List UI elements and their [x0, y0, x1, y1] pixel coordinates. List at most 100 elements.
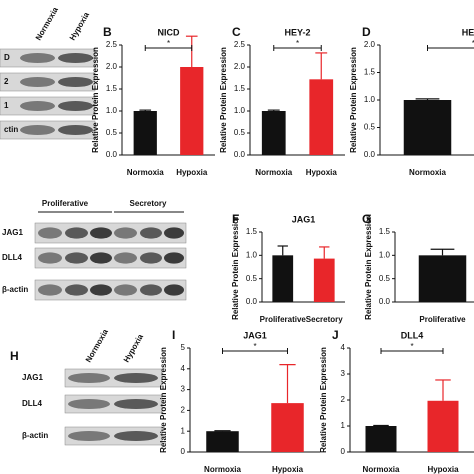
y-tick-label: 2.0	[106, 62, 118, 71]
x-tick-label: Hypoxia	[176, 168, 208, 177]
blot-band	[114, 227, 137, 239]
y-tick-label: 3	[341, 369, 346, 378]
chart-title: DLL4	[401, 330, 424, 340]
blot-band	[90, 227, 112, 239]
blot-column-label: Normoxia	[84, 327, 111, 364]
panel-letter: D	[362, 25, 371, 39]
blot-band	[140, 284, 162, 296]
y-axis-label: Relative Protein Expression	[319, 347, 328, 453]
bar	[313, 258, 335, 302]
blot-band	[90, 252, 112, 264]
y-tick-label: 1.0	[106, 106, 118, 115]
blot-band	[114, 284, 137, 296]
x-tick-label: Normoxia	[127, 168, 164, 177]
y-axis-label: Relative Protein Expression	[231, 214, 240, 320]
blot-row-label: β-actin	[2, 285, 28, 294]
blot-band	[20, 52, 55, 64]
panel-letter: I	[172, 328, 175, 342]
blot-band	[65, 252, 88, 264]
bar	[206, 431, 239, 452]
blot-row-label: ctin	[4, 125, 18, 134]
y-tick-label: 1.5	[246, 227, 258, 236]
blot-band	[65, 284, 88, 296]
blot-band	[164, 284, 184, 296]
blot-band	[140, 227, 162, 239]
bar	[418, 255, 467, 302]
blot-band	[65, 227, 88, 239]
y-tick-label: 1	[341, 421, 346, 430]
y-tick-label: 1.0	[246, 250, 258, 259]
y-tick-label: 1.0	[379, 250, 391, 259]
blot-band	[114, 398, 158, 410]
bar	[427, 400, 459, 452]
blot-band	[58, 52, 93, 64]
y-axis-label: Relative Protein Expression	[219, 47, 228, 153]
blot-row-label: DLL4	[2, 253, 23, 262]
x-tick-label: Hypoxia	[272, 465, 304, 474]
blot-row-label: JAG1	[22, 373, 43, 382]
y-tick-label: 2.5	[234, 40, 246, 49]
blot-column-label: Secretory	[130, 199, 167, 208]
bar	[133, 111, 157, 155]
y-tick-label: 0	[181, 447, 186, 456]
y-axis-label: Relative Protein Expression	[364, 214, 373, 320]
x-tick-label: Normoxia	[255, 168, 292, 177]
y-tick-label: 0	[341, 447, 346, 456]
y-tick-label: 2.5	[106, 40, 118, 49]
x-tick-label: Hypoxia	[427, 465, 459, 474]
y-axis-label: Relative Protein Expression	[349, 47, 358, 153]
significance-label: *	[167, 39, 170, 48]
chart-title: NICD	[158, 27, 180, 37]
blot-band	[38, 227, 62, 239]
y-tick-label: 2	[181, 406, 186, 415]
bar	[180, 67, 204, 155]
chart-title: HES-1	[462, 27, 474, 37]
blot-band	[164, 227, 184, 239]
blot-row-label: DLL4	[22, 399, 43, 408]
significance-label: *	[410, 342, 413, 351]
blot-row-label: β-actin	[22, 431, 48, 440]
blot-band	[140, 252, 162, 264]
blot-band	[90, 284, 112, 296]
y-tick-label: 5	[181, 343, 186, 352]
blot-row-label: 1	[4, 101, 9, 110]
bar	[261, 111, 286, 155]
y-tick-label: 0.0	[246, 297, 258, 306]
panel-letter: F	[232, 212, 239, 226]
blot-row-label: D	[4, 53, 10, 62]
bar	[365, 426, 397, 452]
bar	[403, 100, 452, 155]
bar	[271, 403, 304, 452]
blot-band	[20, 76, 55, 88]
panel-letter: G	[362, 212, 371, 226]
blot-band	[38, 284, 62, 296]
y-tick-label: 2.0	[364, 40, 376, 49]
y-tick-label: 1.5	[234, 84, 246, 93]
blot-band	[114, 252, 137, 264]
blot-band	[68, 430, 110, 442]
blot-band	[38, 252, 62, 264]
blot-band	[114, 372, 158, 384]
panel-letter: H	[10, 349, 19, 363]
chart-title: JAG1	[243, 330, 267, 340]
blot-column-label: Proliferative	[42, 199, 89, 208]
bar	[272, 255, 294, 302]
y-tick-label: 1.5	[379, 227, 391, 236]
y-tick-label: 0.5	[379, 274, 391, 283]
y-tick-label: 3	[181, 385, 186, 394]
blot-band	[58, 100, 93, 112]
x-tick-label: Secretory	[306, 315, 343, 324]
panel-letter: C	[232, 25, 241, 39]
blot-band	[164, 252, 184, 264]
y-axis-label: Relative Protein Expression	[91, 47, 100, 153]
y-tick-label: 0.5	[246, 274, 258, 283]
y-axis-label: Relative Protein Expression	[159, 347, 168, 453]
x-tick-label: Normoxia	[363, 465, 400, 474]
y-tick-label: 0.5	[106, 128, 118, 137]
y-tick-label: 0.5	[234, 128, 246, 137]
x-tick-label: Normoxia	[409, 168, 446, 177]
blot-band	[58, 76, 93, 88]
y-tick-label: 2	[341, 395, 346, 404]
x-tick-label: Proliferative	[260, 315, 307, 324]
